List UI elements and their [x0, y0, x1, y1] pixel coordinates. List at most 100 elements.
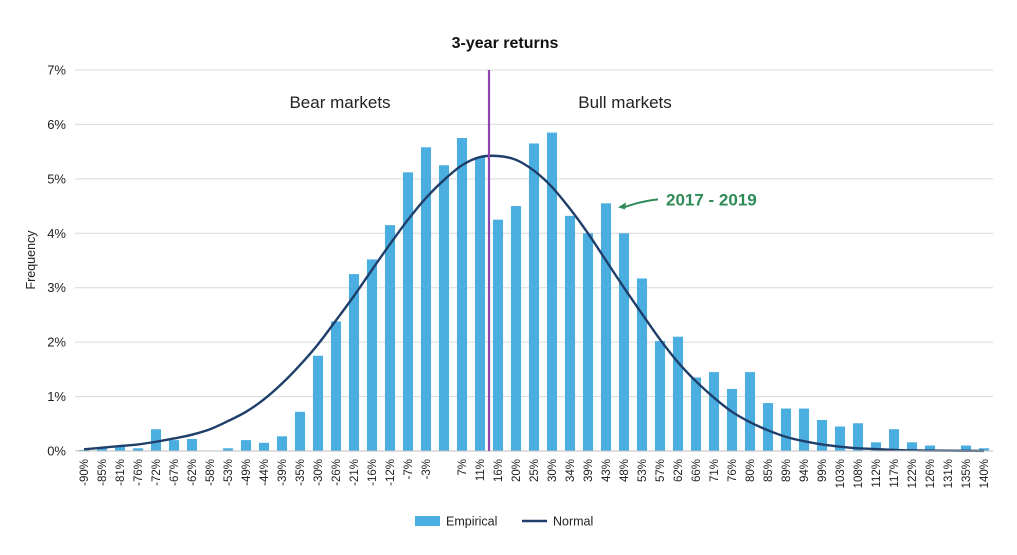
- x-tick-label: 112%: [871, 459, 883, 488]
- bar: [330, 321, 342, 451]
- x-tick-label: -7%: [403, 459, 415, 479]
- x-tick-label: 57%: [655, 459, 667, 482]
- bar: [402, 172, 414, 451]
- normal-curve: [83, 154, 985, 453]
- bar: [600, 203, 612, 451]
- bar: [222, 448, 234, 451]
- highlight-annotation: 2017 - 2019: [618, 190, 757, 210]
- bar: [150, 429, 162, 451]
- bar: [924, 445, 936, 451]
- bull-markets-label: Bull markets: [578, 93, 672, 112]
- x-tick-label: -49%: [241, 459, 253, 486]
- y-tick-label: 3%: [47, 280, 66, 295]
- x-axis: -90% -85% -81% -76% -72% -67% -62% -58% -53% -49%…: [75, 450, 993, 488]
- bar: [690, 377, 702, 451]
- bar: [510, 206, 522, 451]
- x-tick-label: 66%: [691, 459, 703, 482]
- x-tick-label: 85%: [763, 459, 775, 482]
- x-tick-label: -81%: [115, 459, 127, 486]
- bar: [78, 449, 90, 451]
- x-tick-label: 99%: [817, 459, 829, 482]
- bar: [672, 336, 684, 451]
- y-axis-label: Frequency: [24, 230, 38, 290]
- x-tick-label: 20%: [511, 459, 523, 482]
- x-tick-label: 94%: [799, 459, 811, 482]
- line-series: [83, 154, 985, 453]
- y-tick-label: 4%: [47, 226, 66, 241]
- x-tick-label: -72%: [151, 459, 163, 486]
- y-tick-label: 7%: [47, 63, 66, 78]
- bar: [240, 440, 252, 451]
- bar: [492, 219, 504, 451]
- x-tick-label: -85%: [97, 459, 109, 486]
- chart-title: 3-year returns: [452, 35, 559, 52]
- x-tick-label: -3%: [421, 459, 433, 479]
- x-tick-label: -26%: [331, 459, 343, 486]
- legend-swatch-empirical: [415, 516, 440, 526]
- x-tick-label: -16%: [367, 459, 379, 486]
- bar: [420, 147, 432, 451]
- x-tick-label: 89%: [781, 459, 793, 482]
- bar-series: [78, 132, 990, 452]
- x-tick-label: 76%: [727, 459, 739, 482]
- x-tick-label: -58%: [205, 459, 217, 486]
- bar: [726, 388, 738, 451]
- bar: [564, 215, 576, 451]
- bar: [816, 419, 828, 451]
- bar: [528, 143, 540, 451]
- x-tick-label: -76%: [133, 459, 145, 486]
- bar: [276, 436, 288, 451]
- legend: Empirical Normal: [415, 515, 593, 529]
- x-tick-label: -30%: [313, 459, 325, 486]
- bar: [762, 403, 774, 451]
- bar: [132, 448, 144, 451]
- bear-markets-label: Bear markets: [289, 93, 390, 112]
- x-tick-label: -62%: [187, 459, 199, 486]
- x-tick-label: 135%: [961, 459, 973, 488]
- y-axis: 0% 1% 2% 3% 4% 5% 6% 7%: [47, 63, 66, 459]
- bar: [348, 274, 360, 451]
- bar: [780, 408, 792, 451]
- y-tick-label: 2%: [47, 335, 66, 350]
- x-tick-label: -67%: [169, 459, 181, 486]
- x-tick-label: 53%: [637, 459, 649, 482]
- x-tick-label: -12%: [385, 459, 397, 486]
- bar: [114, 445, 126, 451]
- x-tick-label: 131%: [943, 459, 955, 488]
- bar: [978, 448, 990, 451]
- bar: [438, 165, 450, 451]
- x-tick-label: -21%: [349, 459, 361, 486]
- bar: [636, 278, 648, 451]
- bar: [852, 423, 864, 451]
- y-tick-label: 0%: [47, 444, 66, 459]
- legend-label-empirical: Empirical: [446, 515, 497, 529]
- bar: [744, 372, 756, 451]
- bar: [186, 439, 198, 451]
- x-tick-label: 25%: [529, 459, 541, 482]
- bar: [582, 233, 594, 451]
- bar: [258, 442, 270, 451]
- annotation-text: 2017 - 2019: [666, 190, 757, 209]
- y-tick-label: 1%: [47, 389, 66, 404]
- bar: [960, 445, 972, 451]
- bar: [888, 429, 900, 451]
- y-tick-label: 5%: [47, 171, 66, 186]
- x-tick-label: -44%: [259, 459, 271, 486]
- x-tick-label: 30%: [547, 459, 559, 482]
- bar: [456, 138, 468, 452]
- x-tick-label: -35%: [295, 459, 307, 486]
- x-tick-label: -53%: [223, 459, 235, 486]
- annotation-arrowhead: [618, 202, 626, 210]
- bar: [906, 442, 918, 451]
- x-tick-label: 140%: [979, 459, 991, 488]
- x-tick-label: 108%: [853, 459, 865, 488]
- bar: [546, 132, 558, 452]
- bar: [870, 442, 882, 451]
- bar: [474, 157, 486, 452]
- bar: [384, 225, 396, 451]
- x-tick-label: 117%: [889, 459, 901, 488]
- x-tick-label: 43%: [601, 459, 613, 482]
- x-tick-label: 126%: [925, 459, 937, 488]
- x-tick-label: 7%: [457, 459, 469, 476]
